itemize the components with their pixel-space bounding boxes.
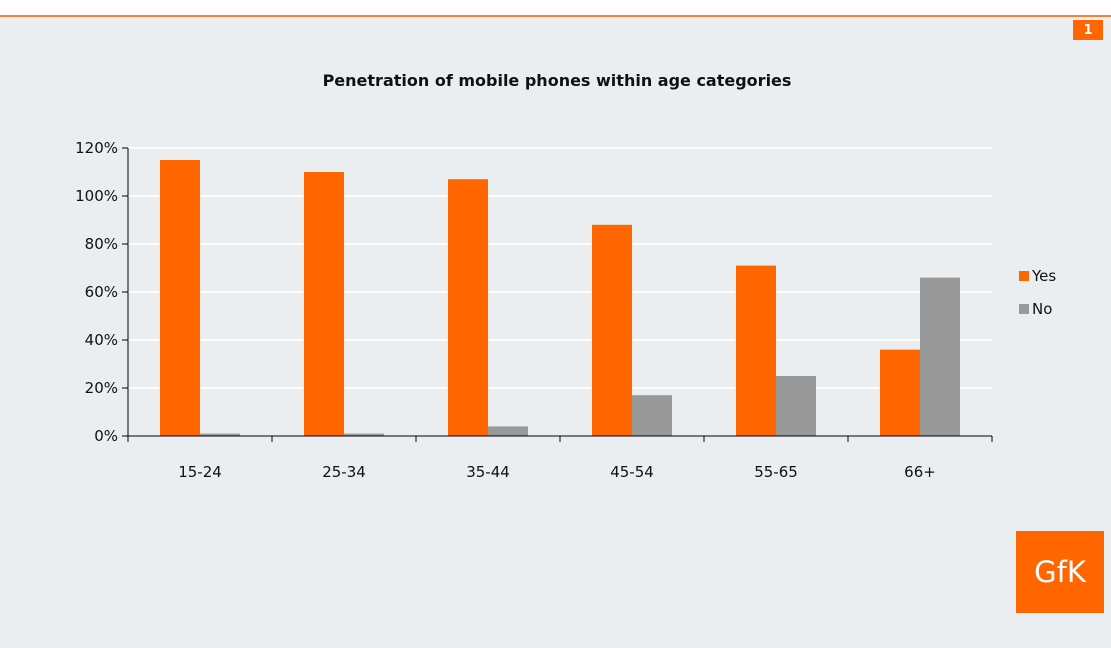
bars xyxy=(160,160,960,436)
page-number-badge: 1 xyxy=(1073,20,1103,40)
chart-title: Penetration of mobile phones within age … xyxy=(323,71,792,90)
bar-no-35-44 xyxy=(488,426,528,436)
bar-no-45-54 xyxy=(632,395,672,436)
x-tick-label: 25-34 xyxy=(322,463,366,481)
legend-label-yes: Yes xyxy=(1031,267,1056,285)
y-tick-label: 60% xyxy=(85,283,118,301)
y-tick-label: 0% xyxy=(94,427,118,445)
y-tick-label: 80% xyxy=(85,235,118,253)
bar-yes-35-44 xyxy=(448,179,488,436)
axes: 0% 20% 40% 60% 80% 100% 120% 15-24 25-34 35-44 45-… xyxy=(75,139,993,481)
x-tick-label: 66+ xyxy=(904,463,936,481)
gfk-logo: GfK xyxy=(1016,531,1104,613)
bar-no-66- xyxy=(920,277,960,436)
x-tick-label: 45-54 xyxy=(610,463,654,481)
top-rule xyxy=(0,0,1111,17)
y-tick-label: 120% xyxy=(75,139,118,157)
y-tick-label: 100% xyxy=(75,187,118,205)
legend: Yes No xyxy=(1019,267,1056,318)
y-tick-label: 20% xyxy=(85,379,118,397)
x-tick-label: 55-65 xyxy=(754,463,798,481)
legend-swatch-yes xyxy=(1019,271,1029,281)
legend-label-no: No xyxy=(1032,300,1052,318)
bar-yes-66- xyxy=(880,349,920,436)
bar-yes-55-65 xyxy=(736,265,776,436)
bar-yes-25-34 xyxy=(304,172,344,436)
bar-no-25-34 xyxy=(344,433,384,436)
x-tick-label: 15-24 xyxy=(178,463,222,481)
bar-yes-45-54 xyxy=(592,224,632,436)
bar-no-55-65 xyxy=(776,376,816,436)
y-tick-label: 40% xyxy=(85,331,118,349)
x-tick-label: 35-44 xyxy=(466,463,510,481)
bar-no-15-24 xyxy=(200,433,240,436)
gridlines xyxy=(128,147,992,389)
bar-yes-15-24 xyxy=(160,160,200,436)
legend-swatch-no xyxy=(1019,304,1029,314)
